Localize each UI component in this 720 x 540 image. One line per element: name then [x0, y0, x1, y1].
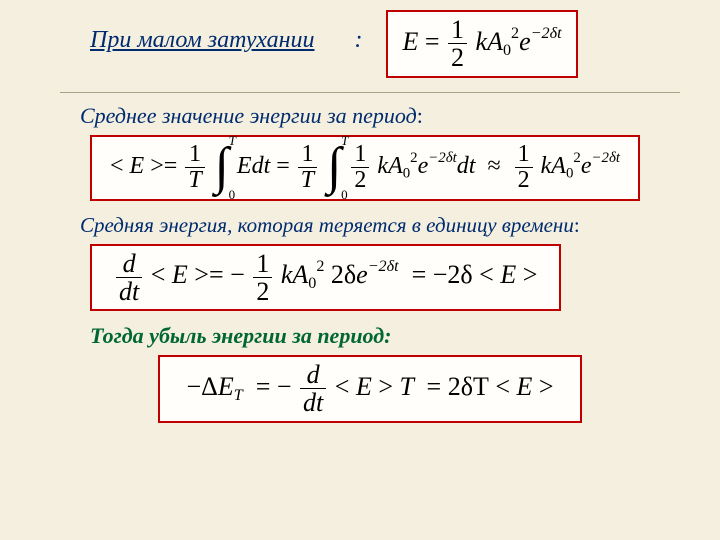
formula-loss-period: −ΔET = − ddt < E > T = 2δT < E > [186, 372, 553, 401]
heading-text-2: Среднее значение энергии за период [80, 103, 417, 128]
formula-loss-rate-box: ddt < E >= − 12 kA02 2δe−2δt = −2δ < E > [90, 244, 561, 312]
formula-mean-energy-box: < E >= 1T T∫0 Edt = 1T T∫0 12 kA02e−2δtd… [90, 135, 640, 201]
heading-text-4: Тогда убыль энергии за период: [90, 323, 392, 348]
divider [60, 92, 680, 93]
heading-small-damping: При малом затухании [90, 27, 314, 53]
heading-colon-1: : [354, 27, 362, 53]
heading-mean-energy: Среднее значение энергии за период: [80, 103, 690, 129]
formula-energy-box: E = 1 2 kA02e−2δt [386, 10, 577, 78]
heading-loss-period: Тогда убыль энергии за период: [90, 323, 690, 349]
formula-loss-rate: ddt < E >= − 12 kA02 2δe−2δt = −2δ < E > [114, 260, 537, 289]
heading-loss-rate: Средняя энергия, которая теряется в един… [80, 213, 690, 238]
heading-text: При малом затухании [90, 27, 314, 53]
integral-1: T∫0 [215, 139, 229, 197]
formula-mean-energy: < E >= 1T T∫0 Edt = 1T T∫0 12 kA02e−2δtd… [110, 153, 620, 179]
integral-2: T∫0 [327, 139, 341, 197]
formula-energy: E = 1 2 kA02e−2δt [402, 27, 561, 56]
heading-text-3: Средняя энергия, которая теряется в един… [80, 213, 574, 237]
formula-loss-period-box: −ΔET = − ddt < E > T = 2δT < E > [158, 355, 581, 423]
